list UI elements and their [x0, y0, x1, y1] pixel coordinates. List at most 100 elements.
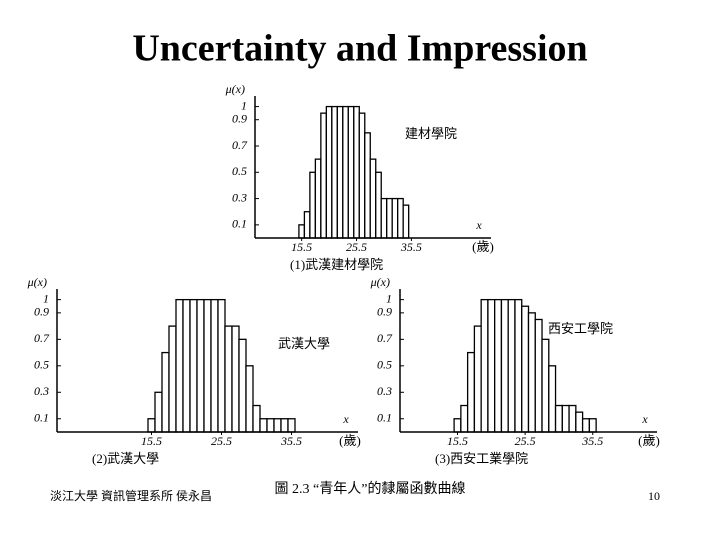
bar [561, 404, 570, 433]
bar [217, 298, 226, 433]
bar [325, 105, 333, 239]
page-number: 10 [648, 489, 660, 503]
y-tick-label: 0.7 [232, 138, 248, 152]
y-tick-label: 0.9 [232, 111, 247, 125]
bar [527, 312, 536, 433]
bar [175, 298, 184, 433]
bar [473, 325, 482, 433]
x-tick-label: 15.5 [447, 434, 468, 448]
bar [342, 105, 349, 239]
x-tick-label: 35.5 [280, 434, 302, 448]
bar [369, 158, 377, 239]
bar [568, 404, 577, 433]
bar [588, 418, 597, 433]
bar [266, 418, 275, 433]
y-tick-label: 1 [43, 291, 49, 305]
bar [154, 391, 163, 433]
x-tick-label: 15.5 [141, 434, 162, 448]
x-tick-label: 35.5 [581, 434, 603, 448]
y-tick-label: 0.3 [232, 190, 247, 204]
bar [245, 365, 254, 433]
bar [252, 404, 261, 433]
bar [480, 298, 489, 433]
y-tick-label: 0.1 [377, 411, 392, 425]
chart-subtitle: (3)西安工業學院 [435, 451, 528, 466]
y-tick-label: 0.5 [232, 164, 247, 178]
bar [391, 197, 399, 239]
chart-subtitle: (2)武漢大學 [92, 451, 159, 466]
bar [453, 418, 462, 433]
bar [554, 404, 563, 433]
bar [375, 171, 382, 239]
x-axis-label: x [475, 218, 482, 232]
y-tick-label: 0.3 [34, 384, 49, 398]
x-axis-unit: (歲) [638, 433, 660, 448]
bar [314, 158, 322, 239]
y-tick-label: 0.9 [377, 305, 392, 319]
bar [224, 325, 233, 433]
bar [402, 204, 410, 239]
x-tick-label: 25.5 [515, 434, 536, 448]
bar [534, 318, 543, 433]
x-tick-label: 25.5 [211, 434, 232, 448]
x-tick-label: 35.5 [400, 240, 422, 254]
bar [386, 197, 393, 239]
bar [347, 105, 355, 239]
bar [231, 325, 240, 433]
bar [287, 418, 296, 433]
bar [507, 298, 516, 433]
x-axis-label: x [641, 412, 648, 426]
bar [460, 404, 469, 433]
figure-caption: 圖 2.3 “青年人”的隸屬函數曲線 [275, 481, 466, 497]
x-axis-label: x [342, 412, 349, 426]
bar [364, 132, 371, 239]
y-tick-label: 0.3 [377, 384, 392, 398]
chart-annotation: 西安工學院 [548, 321, 613, 336]
y-tick-label: 1 [241, 98, 247, 112]
bar [182, 298, 191, 433]
x-tick-label: 15.5 [291, 240, 312, 254]
bar [358, 112, 366, 239]
bar [189, 298, 198, 433]
bar [466, 351, 476, 433]
bar [494, 298, 503, 433]
y-tick-label: 0.1 [232, 217, 247, 231]
bar [521, 305, 530, 433]
y-tick-label: 0.7 [34, 331, 50, 345]
bar [280, 418, 289, 433]
bar [259, 418, 268, 433]
x-axis-unit: (歲) [472, 239, 494, 254]
bar [514, 298, 523, 433]
y-tick-label: 0.1 [34, 411, 49, 425]
y-tick-label: 1 [386, 291, 392, 305]
bar [298, 224, 306, 239]
bar [238, 338, 247, 433]
x-axis-unit: (歲) [339, 433, 361, 448]
slide-title: Uncertainty and Impression [132, 28, 587, 70]
bar [161, 351, 170, 433]
y-axis-label: μ(x) [225, 82, 245, 96]
x-tick-label: 25.5 [346, 240, 367, 254]
bar [203, 298, 212, 433]
bar [168, 325, 177, 433]
bar [581, 418, 591, 433]
bar [147, 418, 156, 433]
bar [380, 197, 388, 239]
bar [320, 112, 327, 239]
y-tick-label: 0.7 [377, 331, 393, 345]
bar [541, 338, 550, 433]
bar [210, 298, 219, 433]
chart-subtitle: (1)武漢建材學院 [290, 257, 383, 272]
footer-text: 淡江大學 資訊管理系所 侯永昌 [50, 488, 212, 503]
bar [500, 298, 509, 433]
bar [309, 171, 317, 239]
chart-annotation: 武漢大學 [278, 336, 330, 351]
y-axis-label: μ(x) [27, 275, 47, 289]
bar [548, 365, 557, 433]
y-axis-label: μ(x) [370, 275, 390, 289]
bar [487, 298, 496, 433]
y-tick-label: 0.5 [377, 358, 392, 372]
bar [353, 105, 360, 239]
y-tick-label: 0.5 [34, 358, 49, 372]
